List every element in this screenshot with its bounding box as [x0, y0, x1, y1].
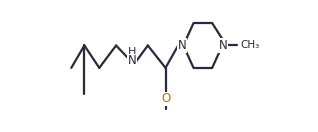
Text: O: O	[161, 92, 170, 105]
Text: H: H	[128, 47, 136, 57]
Text: N: N	[219, 39, 228, 52]
Text: N: N	[178, 39, 187, 52]
Text: N: N	[128, 54, 136, 67]
Text: CH₃: CH₃	[240, 41, 259, 50]
